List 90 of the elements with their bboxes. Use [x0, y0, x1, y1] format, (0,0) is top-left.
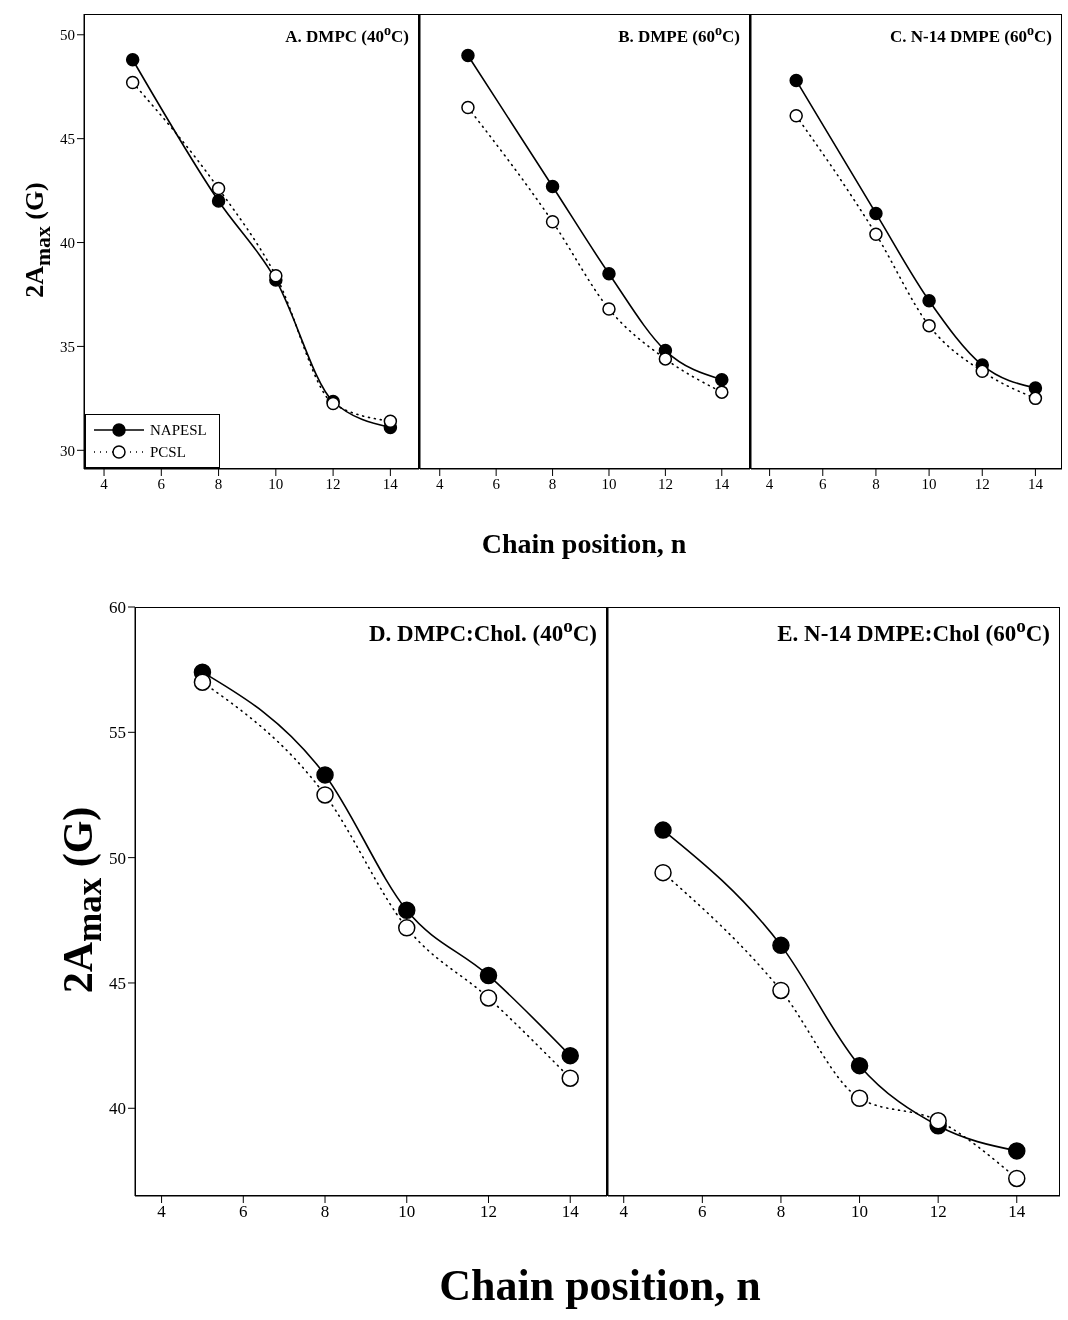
x-tick-label: 10	[851, 1202, 869, 1222]
x-tick-label: 12	[325, 475, 341, 492]
x-tick-label: 14	[382, 475, 399, 492]
x-tick-label: 8	[214, 475, 223, 492]
point	[715, 385, 729, 399]
point	[929, 1112, 947, 1130]
point	[479, 989, 498, 1007]
point	[561, 1046, 579, 1065]
point	[654, 821, 672, 839]
y-tick-label: 35	[60, 338, 75, 355]
x-tick-label: 6	[819, 475, 828, 492]
y-tick-label: 50	[60, 27, 75, 44]
x-tick-label: 8	[320, 1202, 330, 1222]
point	[479, 966, 498, 985]
point	[602, 302, 616, 316]
point	[789, 73, 803, 88]
point	[1008, 1169, 1026, 1188]
x-tick-label: 4	[619, 1202, 629, 1222]
text: C. N-14 DMPE (60$^{o}$C)	[890, 22, 1052, 46]
x-tick-label: 12	[929, 1202, 947, 1222]
point	[125, 52, 140, 67]
x-tick-label: 8	[872, 475, 880, 492]
point	[850, 1056, 869, 1075]
point	[772, 936, 790, 955]
point	[461, 100, 475, 115]
point	[869, 206, 883, 221]
point	[211, 194, 226, 208]
x-tick-label: 8	[548, 475, 557, 492]
text: E. N-14 DMPE:Chol (60$^{o}$C)	[777, 615, 1050, 646]
point	[1028, 391, 1043, 406]
x-tick-label: 12	[974, 475, 990, 492]
y-tick-label: 45	[109, 973, 126, 993]
x-tick-label: 10	[268, 475, 284, 492]
point	[269, 269, 283, 283]
point	[383, 414, 398, 428]
point	[461, 48, 475, 63]
x-tick-label: 4	[435, 475, 444, 492]
x-tick-label: 14	[1008, 1202, 1026, 1222]
y-tick-label: 60	[109, 598, 126, 618]
x-tick-label: 14	[714, 475, 730, 492]
y-tick-label: 30	[60, 442, 75, 459]
x-tick-label: 14	[561, 1202, 580, 1222]
point	[772, 981, 790, 1000]
x-tick-label: 6	[157, 475, 166, 492]
point	[602, 266, 616, 281]
x-tick-label: 4	[100, 475, 109, 492]
point	[869, 227, 883, 241]
point	[658, 352, 673, 366]
point	[211, 181, 226, 196]
point	[398, 901, 416, 920]
y-tick-label: 40	[109, 1099, 126, 1119]
point	[561, 1069, 579, 1087]
legend-label: NAPESL	[150, 421, 207, 439]
point	[922, 293, 936, 308]
point	[545, 215, 560, 229]
x-tick-label: 14	[1027, 475, 1044, 492]
x-tick-label: 6	[239, 1202, 248, 1222]
x-tick-label: 12	[657, 475, 673, 492]
x-axis-title: Chain position, n	[481, 528, 687, 559]
point	[654, 863, 672, 882]
x-tick-label: 8	[776, 1202, 786, 1222]
point	[789, 109, 803, 123]
point	[922, 318, 936, 333]
y-tick-label: 50	[109, 848, 126, 868]
point	[316, 766, 334, 784]
legend-label: PCSL	[150, 443, 186, 461]
point	[398, 919, 416, 937]
y-tick-label: 40	[60, 234, 75, 251]
x-tick-label: 6	[698, 1202, 707, 1222]
point	[125, 75, 140, 90]
x-tick-label: 10	[921, 475, 937, 492]
x-axis-title: Chain position, n	[439, 1261, 761, 1310]
x-tick-label: 4	[157, 1202, 167, 1222]
x-tick-label: 6	[492, 475, 501, 492]
point	[850, 1089, 869, 1107]
text: A. DMPC (40$^{o}$C)	[285, 22, 409, 46]
text: D. DMPC:Chol. (40$^{o}$C)	[368, 615, 597, 646]
x-tick-label: 10	[398, 1202, 416, 1222]
y-tick-label: 55	[109, 723, 126, 743]
x-tick-label: 12	[479, 1202, 497, 1222]
text: B. DMPE (60$^{o}$C)	[618, 22, 740, 46]
point	[545, 179, 560, 194]
point	[1008, 1142, 1026, 1160]
point	[193, 673, 212, 691]
point	[975, 364, 990, 379]
point	[316, 786, 334, 804]
x-tick-label: 4	[765, 475, 774, 492]
x-tick-label: 10	[601, 475, 617, 492]
point	[715, 372, 729, 387]
y-tick-label: 45	[60, 130, 75, 147]
